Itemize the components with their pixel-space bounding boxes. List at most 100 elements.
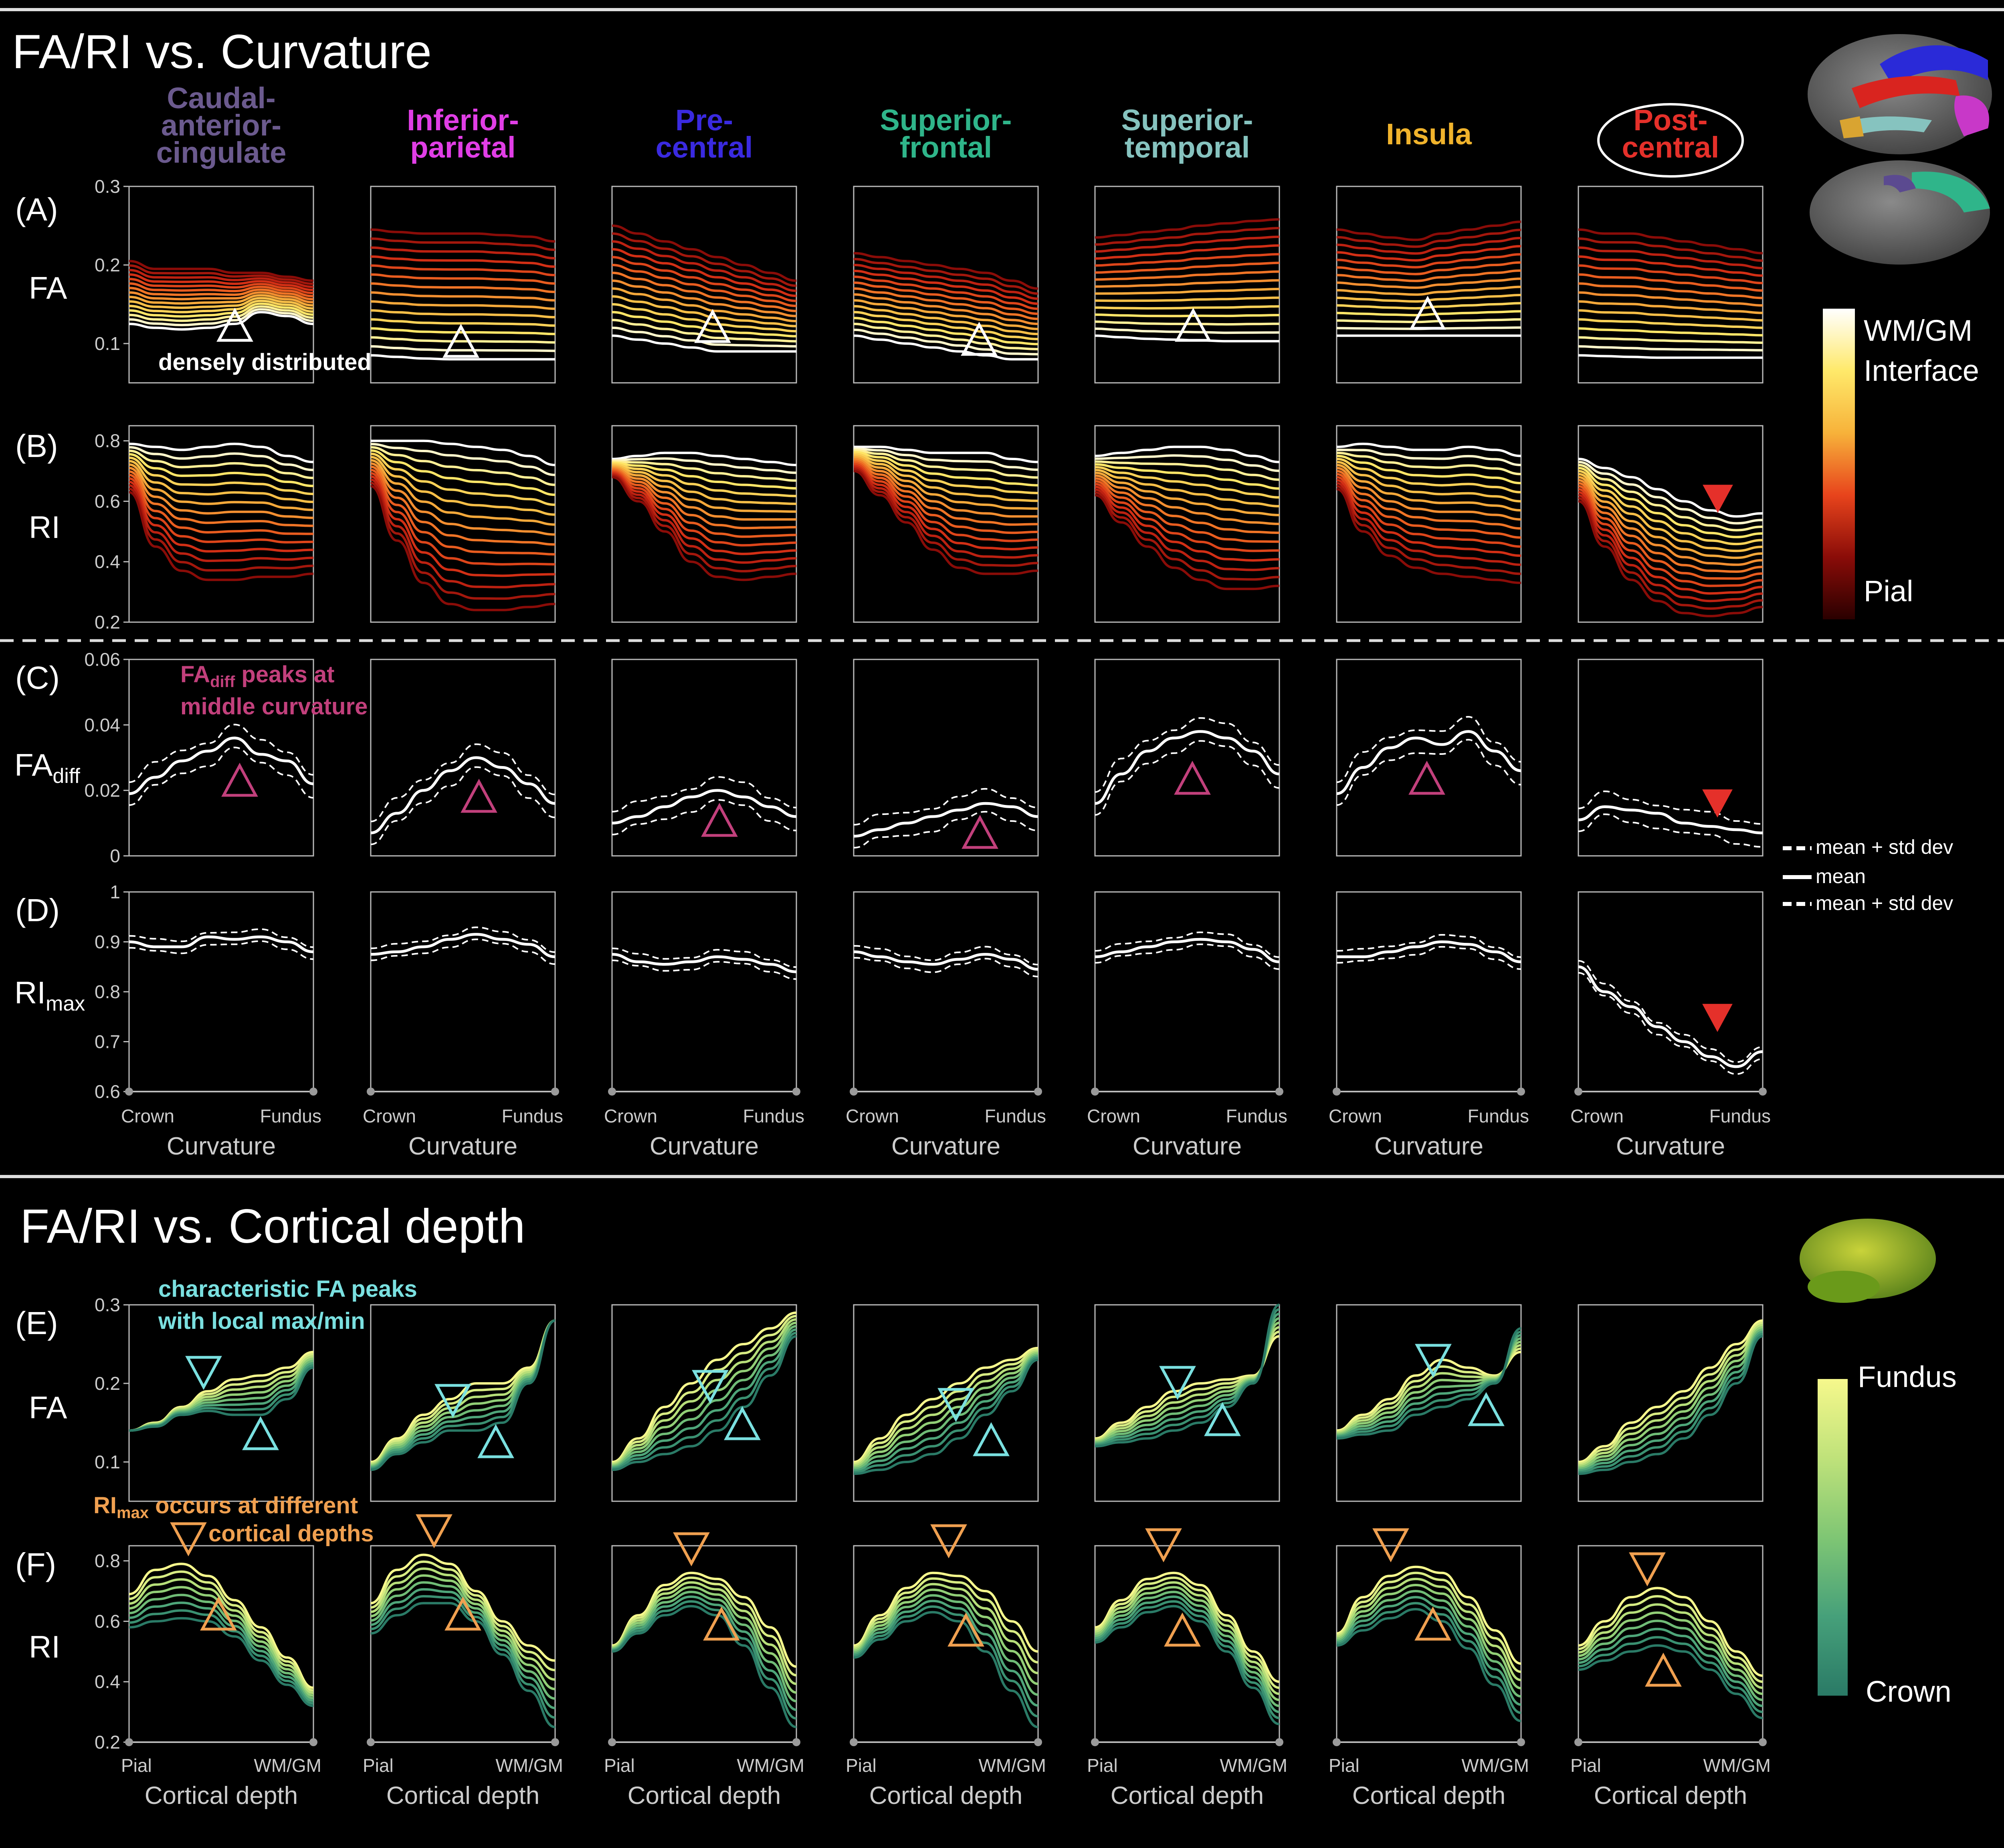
series-line-A-1-3 bbox=[370, 255, 556, 268]
series-line-F-3-6 bbox=[853, 1605, 1038, 1718]
x-axis-end-dot bbox=[1034, 1738, 1042, 1746]
x-range-left: Crown bbox=[846, 1106, 899, 1126]
series-line-B-0-9 bbox=[129, 473, 314, 535]
series-line-F-2-0 bbox=[612, 1571, 797, 1668]
x-range-right: Fundus bbox=[1709, 1106, 1771, 1126]
x-range-right: Fundus bbox=[985, 1106, 1046, 1126]
x-range-left: Pial bbox=[1087, 1755, 1118, 1776]
x-range-left: Crown bbox=[1329, 1106, 1382, 1126]
series-line-A-1-14 bbox=[370, 354, 556, 361]
series-line-E-3-5 bbox=[853, 1355, 1038, 1472]
triangle-up-marker bbox=[242, 1416, 279, 1450]
series-line-B-6-5 bbox=[1578, 473, 1763, 552]
panel-frame-D-1 bbox=[370, 891, 556, 1092]
triangle-down-marker bbox=[930, 1524, 967, 1559]
series-line-B-0-10 bbox=[129, 477, 314, 544]
series-line-F-4-4 bbox=[1095, 1591, 1280, 1707]
series-line-F-1-7 bbox=[370, 1602, 556, 1729]
row-measure-B: RI bbox=[29, 510, 60, 545]
series-line-B-2-9 bbox=[612, 469, 797, 538]
annot-text: peaks at bbox=[235, 661, 334, 687]
series-line-B-3-2 bbox=[853, 449, 1038, 479]
series-line-E-1-4 bbox=[370, 1319, 556, 1468]
series-line-F-3-1 bbox=[853, 1577, 1038, 1664]
series-line-A-3-7 bbox=[853, 293, 1038, 325]
series-line-F-1-1 bbox=[370, 1560, 556, 1672]
region-header-1: Inferior-parietal bbox=[407, 103, 519, 164]
x-axis-end-dot bbox=[1574, 1088, 1582, 1096]
series-line-A-0-6 bbox=[129, 287, 314, 301]
series-line-A-3-9 bbox=[853, 305, 1038, 336]
series-upper-D-1 bbox=[370, 926, 556, 953]
x-axis-end-dot bbox=[367, 1088, 375, 1096]
x-range-right: WM/GM bbox=[1220, 1755, 1287, 1776]
series-line-A-2-2 bbox=[612, 240, 797, 292]
triangle-up-marker bbox=[1414, 1606, 1451, 1641]
series-mean-C-0 bbox=[129, 736, 314, 795]
series-line-B-3-1 bbox=[853, 447, 1038, 471]
series-upper-C-3 bbox=[853, 788, 1038, 826]
region-header-line: Inferior- bbox=[407, 103, 519, 137]
y-tick-label: 0.4 bbox=[95, 551, 120, 572]
series-line-A-0-8 bbox=[129, 294, 314, 307]
series-line-F-5-6 bbox=[1336, 1602, 1521, 1714]
series-lower-D-3 bbox=[853, 957, 1038, 978]
series-line-E-6-6 bbox=[1578, 1332, 1763, 1474]
series-line-B-4-7 bbox=[1095, 474, 1280, 525]
series-line-A-5-7 bbox=[1336, 277, 1521, 289]
series-line-A-6-14 bbox=[1578, 354, 1763, 359]
series-line-B-1-7 bbox=[370, 462, 556, 536]
series-line-A-3-6 bbox=[853, 287, 1038, 320]
series-line-A-1-7 bbox=[370, 291, 556, 302]
row-measure-F: RI bbox=[29, 1629, 60, 1664]
series-line-A-5-2 bbox=[1336, 237, 1521, 255]
triangle-up-marker bbox=[1175, 307, 1212, 342]
series-line-A-1-2 bbox=[370, 246, 556, 260]
triangle-up-marker bbox=[1408, 760, 1445, 795]
series-line-A-4-10 bbox=[1095, 305, 1280, 310]
triangle-down-marker bbox=[673, 1532, 710, 1567]
region-header-4: Superior-temporal bbox=[1121, 103, 1253, 164]
series-line-A-5-6 bbox=[1336, 269, 1521, 282]
series-line-E-6-2 bbox=[1578, 1324, 1763, 1467]
region-header-circle bbox=[1597, 103, 1744, 178]
series-line-B-2-11 bbox=[612, 472, 797, 555]
x-range-right: WM/GM bbox=[737, 1755, 804, 1776]
series-line-A-2-10 bbox=[612, 303, 797, 333]
series-line-B-3-8 bbox=[853, 459, 1038, 526]
series-line-F-1-3 bbox=[370, 1574, 556, 1690]
series-line-A-6-12 bbox=[1578, 336, 1763, 344]
y-tick-label: 0.02 bbox=[84, 780, 120, 801]
panel-frame-A-3 bbox=[853, 186, 1039, 384]
series-line-F-0-1 bbox=[129, 1570, 314, 1692]
series-upper-C-0 bbox=[129, 724, 314, 783]
x-range-right: WM/GM bbox=[1703, 1755, 1771, 1776]
series-line-B-0-4 bbox=[129, 456, 314, 495]
series-line-A-2-5 bbox=[612, 264, 797, 307]
series-line-B-2-14 bbox=[612, 476, 797, 581]
series-lower-C-4 bbox=[1095, 740, 1280, 816]
series-line-A-0-0 bbox=[129, 260, 314, 282]
series-line-B-4-4 bbox=[1095, 466, 1280, 499]
panel-frame-D-0 bbox=[128, 891, 314, 1092]
panel-frame-F-0 bbox=[128, 1545, 314, 1743]
triangle-up-marker bbox=[442, 324, 479, 358]
series-lower-C-5 bbox=[1336, 739, 1521, 806]
series-line-F-6-5 bbox=[1578, 1628, 1763, 1707]
brain-medial-image bbox=[1810, 160, 1990, 265]
series-line-A-4-3 bbox=[1095, 244, 1280, 260]
series-line-A-6-4 bbox=[1578, 264, 1763, 285]
row-measure-main: FA bbox=[29, 1390, 67, 1425]
series-line-B-4-3 bbox=[1095, 463, 1280, 490]
triangle-down-marker bbox=[692, 1370, 729, 1404]
y-tick-label: 0.7 bbox=[95, 1031, 120, 1052]
triangle-up-marker bbox=[200, 1596, 237, 1631]
annotation-cortical-depths: cortical depths bbox=[208, 1520, 374, 1547]
series-line-F-3-5 bbox=[853, 1599, 1038, 1707]
series-line-B-0-7 bbox=[129, 467, 314, 519]
annot-text: FA bbox=[180, 661, 210, 687]
series-line-E-4-0 bbox=[1095, 1335, 1280, 1440]
series-line-A-3-1 bbox=[853, 258, 1038, 295]
series-line-A-0-12 bbox=[129, 305, 314, 322]
series-line-B-6-10 bbox=[1578, 488, 1763, 587]
